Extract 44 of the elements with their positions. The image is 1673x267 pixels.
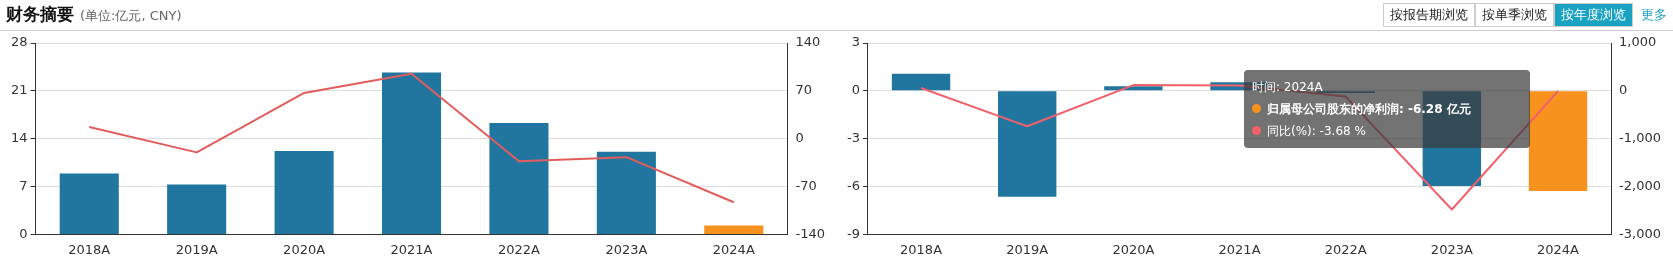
x-tick-label: 2019A: [1006, 241, 1049, 257]
y-tick-label: 21: [11, 82, 28, 98]
annotation: 归属母公司股东的净利润: -6.28 亿元: [1267, 102, 1471, 116]
chart-title: 财务摘要: [6, 3, 74, 26]
x-tick-label: 2024A: [712, 241, 755, 257]
x-tick-label: 2020A: [283, 241, 326, 257]
annotation: 同比(%): -3.68 %: [1267, 124, 1366, 138]
x-tick-label: 2022A: [497, 241, 541, 257]
x-tick-label: 2024A: [1537, 241, 1580, 257]
x-tick-label: 2018A: [68, 241, 111, 257]
y-tick-label: 7: [19, 177, 28, 193]
text: 按单季浏览: [1475, 3, 1554, 27]
y2-tick-label: 0: [1619, 82, 1628, 98]
y-tick-label: 0: [851, 82, 860, 98]
chart-subtitle: (单位:亿元, CNY): [80, 7, 182, 25]
y-tick-label: -3: [846, 130, 860, 146]
y-tick-label: 0: [19, 225, 28, 241]
annotation: 时间: 2024A: [1252, 80, 1323, 94]
y2-tick-label: -1,000: [1619, 130, 1662, 146]
y2-tick-label: -70: [795, 177, 817, 193]
x-tick-label: 2021A: [390, 241, 433, 257]
x-tick-label: 2021A: [1218, 241, 1261, 257]
text: 更多: [1641, 6, 1667, 24]
x-tick-label: 2022A: [1324, 241, 1367, 257]
x-tick-label: 2019A: [175, 241, 218, 257]
y2-tick-label: -2,000: [1619, 177, 1662, 193]
text: 按报告期浏览: [1383, 3, 1475, 27]
y2-tick-label: 0: [795, 130, 804, 146]
x-tick-label: 2023A: [1430, 241, 1473, 257]
y2-tick-label: -140: [795, 225, 826, 241]
y2-tick-label: 70: [795, 82, 813, 98]
x-tick-label: 2023A: [605, 241, 648, 257]
x-tick-label: 2018A: [900, 241, 943, 257]
y-tick-label: 28: [11, 34, 28, 50]
y-tick-label: -6: [846, 177, 860, 193]
x-tick-label: 2020A: [1112, 241, 1155, 257]
y2-tick-label: -3,000: [1619, 225, 1662, 241]
y-tick-label: 3: [851, 34, 860, 50]
y-tick-label: 14: [11, 130, 28, 146]
tooltip-panel: 时间: 2024A 归属母公司股东的净利润: -6.28 亿元 同比(%): -3.68 %: [1244, 70, 1530, 148]
text: 按年度浏览: [1554, 3, 1633, 27]
y2-tick-label: 1,000: [1619, 34, 1657, 50]
y2-tick-label: 140: [795, 34, 821, 50]
y-tick-label: -9: [846, 225, 860, 241]
